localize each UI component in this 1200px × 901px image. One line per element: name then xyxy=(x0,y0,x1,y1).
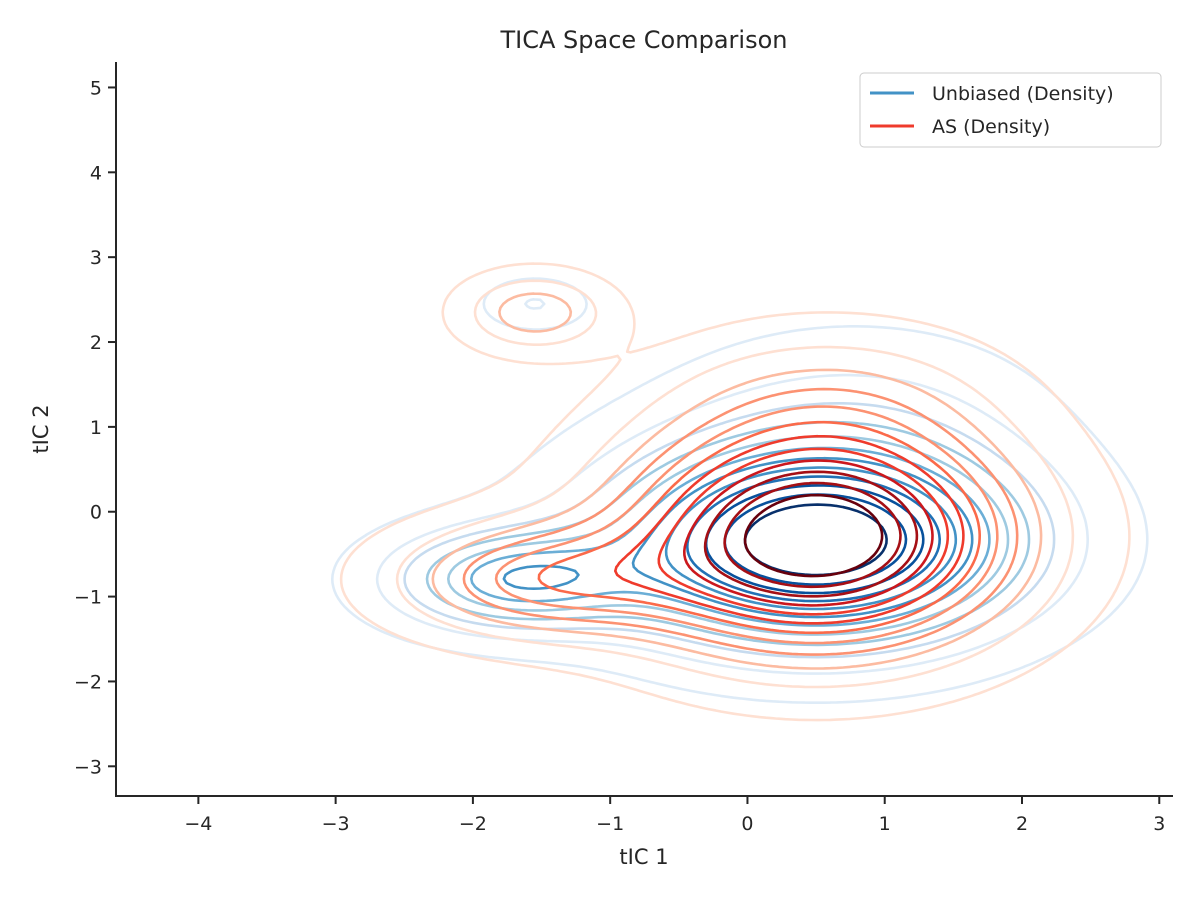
y-tick-label: 4 xyxy=(90,162,102,184)
x-tick-label: 0 xyxy=(741,813,753,835)
x-tick-label: 2 xyxy=(1016,813,1028,835)
x-tick-label: −3 xyxy=(322,813,350,835)
x-tick-label: −1 xyxy=(596,813,624,835)
y-tick-label: 3 xyxy=(90,247,102,269)
unbiased-contour-level-0 xyxy=(331,277,1149,704)
y-ticks: −3 −2 −1 0 1 2 3 4 5 xyxy=(74,77,116,778)
as-contour-level-9 xyxy=(703,470,919,598)
unbiased-contour-level-11 xyxy=(743,503,888,577)
as-contour-level-3 xyxy=(462,387,1019,656)
y-tick-label: 2 xyxy=(90,332,102,354)
legend: Unbiased (Density) AS (Density) xyxy=(859,72,1162,148)
y-axis-label: tIC 2 xyxy=(29,404,53,453)
y-tick-label: −3 xyxy=(74,756,102,778)
y-tick-label: 5 xyxy=(90,77,102,99)
as-contour-level-6 xyxy=(614,434,965,625)
legend-box xyxy=(859,72,1162,148)
as-contour-level-1 xyxy=(395,279,1075,689)
unbiased-contour-level-6 xyxy=(502,456,974,619)
contour-layer xyxy=(331,262,1149,722)
x-tick-label: −2 xyxy=(459,813,487,835)
x-tick-label: 3 xyxy=(1153,813,1165,835)
y-tick-label: 1 xyxy=(90,417,102,439)
x-tick-label: −4 xyxy=(184,813,212,835)
legend-label-unbiased: Unbiased (Density) xyxy=(932,83,1114,105)
as-contour-level-4 xyxy=(494,405,999,645)
x-axis-label: tIC 1 xyxy=(619,845,668,869)
x-ticks: −4 −3 −2 −1 0 1 2 3 xyxy=(184,796,1165,835)
as-contour-level-7 xyxy=(657,447,950,616)
as-contour-level-8 xyxy=(683,459,934,607)
axes xyxy=(115,62,1173,797)
as-contour-level-0 xyxy=(339,262,1131,722)
y-tick-label: −2 xyxy=(74,671,102,693)
unbiased-contour-level-1 xyxy=(375,298,1089,675)
as-contour-level-11 xyxy=(743,493,884,578)
chart-title: TICA Space Comparison xyxy=(499,26,787,54)
x-tick-label: 1 xyxy=(879,813,891,835)
y-tick-label: 0 xyxy=(90,502,102,524)
legend-label-as: AS (Density) xyxy=(932,116,1050,138)
as-contour-level-2 xyxy=(431,292,1043,670)
y-tick-label: −1 xyxy=(74,587,102,609)
as-contour-level-10 xyxy=(723,481,902,589)
as-contour-level-5 xyxy=(537,420,981,635)
